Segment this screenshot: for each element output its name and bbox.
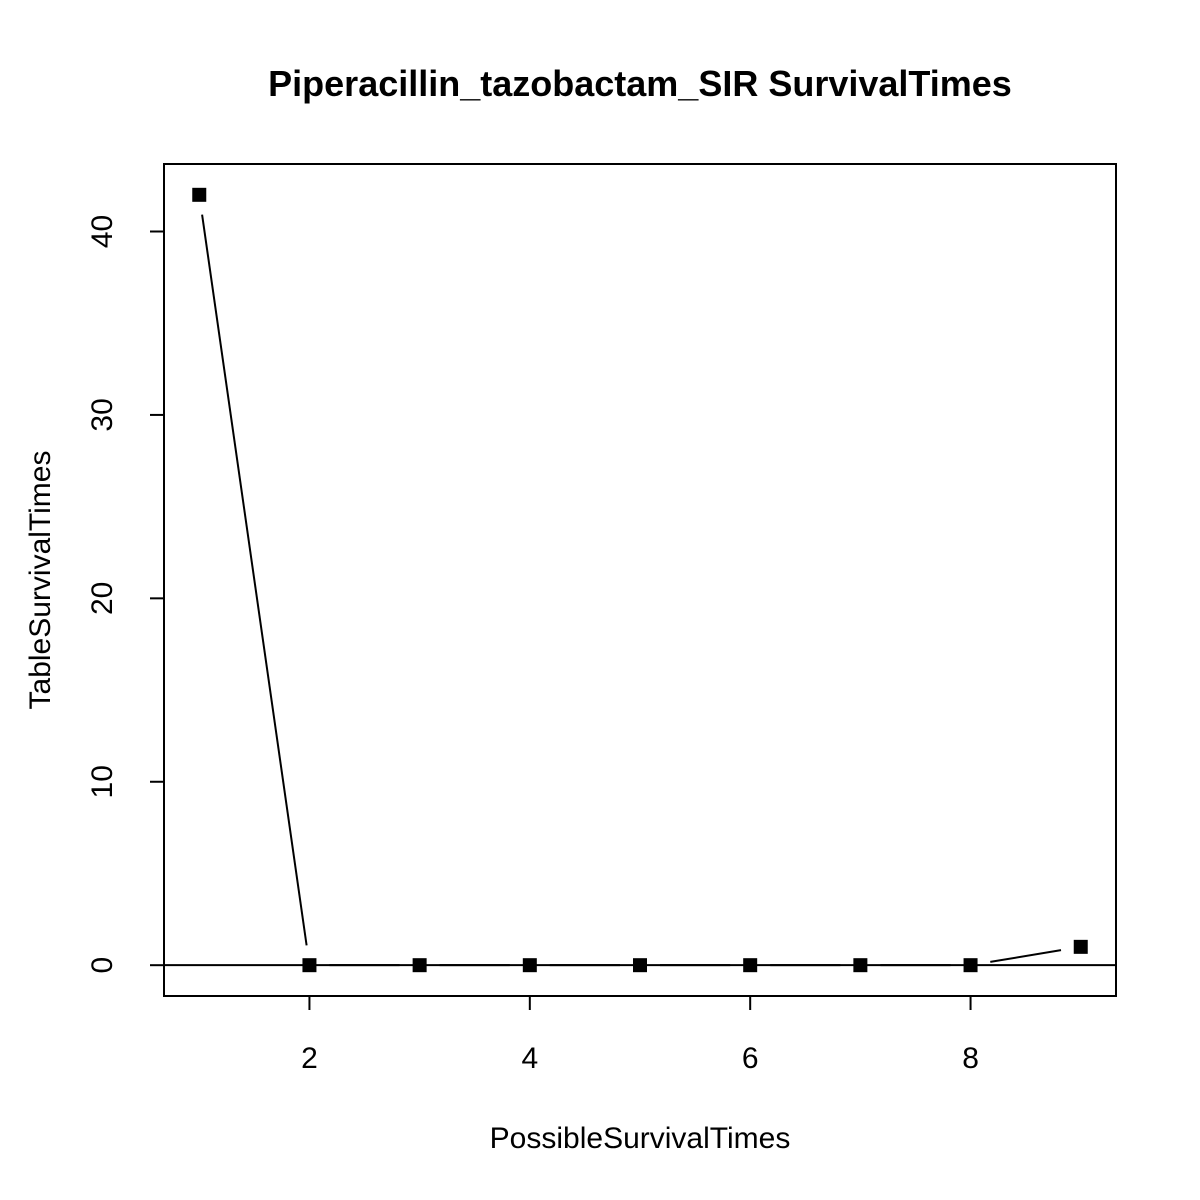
x-tick-label: 6 [742,1042,759,1075]
data-point [412,958,427,973]
y-tick-label: 40 [86,215,119,248]
x-tick-label: 8 [962,1042,979,1075]
x-tick-label: 4 [521,1042,538,1075]
y-axis: 0 10 20 30 40 [86,215,165,974]
series-segment [201,214,308,946]
x-tick-label: 2 [301,1042,318,1075]
x-axis-label: PossibleSurvivalTimes [490,1122,791,1155]
chart-title: Piperacillin_tazobactam_SIR SurvivalTime… [268,63,1012,104]
y-axis-label: TableSurvivalTimes [24,451,57,710]
y-tick-label: 20 [86,582,119,615]
data-point [743,958,758,973]
series-line [201,214,1062,967]
series-segment [990,949,1062,963]
series-points [192,187,1088,973]
data-point [302,958,317,973]
data-point [963,958,978,973]
data-point [853,958,868,973]
data-point [522,958,537,973]
x-axis: 2 4 6 8 [301,995,979,1075]
data-point [1073,939,1088,954]
data-point [633,958,647,973]
y-tick-label: 10 [86,765,119,798]
data-point [192,187,207,202]
y-tick-label: 0 [86,957,119,974]
y-tick-label: 30 [86,398,119,431]
